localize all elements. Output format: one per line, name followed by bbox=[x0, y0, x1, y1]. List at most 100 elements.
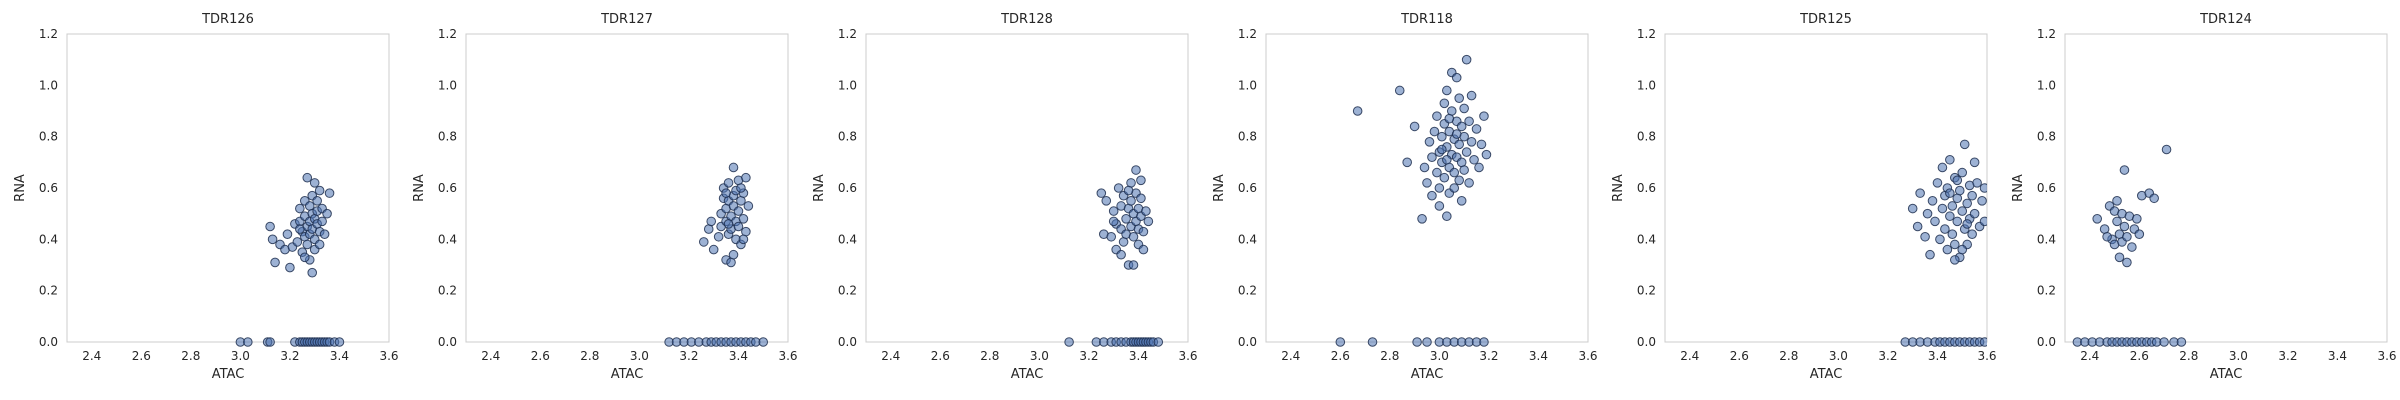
data-point bbox=[299, 252, 310, 263]
y-tick-label: 0.4 bbox=[1238, 232, 1257, 246]
x-tick-label: 3.0 bbox=[1430, 349, 1449, 363]
data-point bbox=[1422, 178, 1432, 188]
data-point bbox=[1930, 216, 1940, 227]
data-point bbox=[302, 172, 313, 183]
data-point bbox=[2092, 214, 2102, 224]
data-point bbox=[1113, 183, 1124, 193]
data-point bbox=[1922, 208, 1933, 219]
chart-title: TDR126 bbox=[201, 12, 254, 27]
x-tick-label: 2.6 bbox=[1730, 349, 1749, 363]
y-tick-label: 0.4 bbox=[838, 232, 857, 246]
data-point bbox=[733, 221, 744, 232]
data-point bbox=[1352, 106, 1363, 116]
x-tick-label: 2.6 bbox=[1331, 349, 1350, 363]
data-point bbox=[1131, 165, 1141, 175]
data-point bbox=[1947, 201, 1958, 211]
data-point bbox=[1959, 139, 1970, 150]
data-point bbox=[1153, 337, 1164, 347]
data-point bbox=[1907, 203, 1918, 214]
y-tick-label: 1.0 bbox=[1637, 78, 1656, 92]
data-point bbox=[708, 244, 719, 255]
x-tick-label: 2.8 bbox=[2179, 349, 2198, 363]
data-point bbox=[1143, 216, 1154, 227]
data-point bbox=[733, 206, 744, 216]
data-point bbox=[698, 237, 709, 247]
data-point bbox=[1106, 231, 1117, 242]
x-tick-label: 2.8 bbox=[980, 349, 999, 363]
data-point bbox=[314, 185, 325, 196]
data-point bbox=[1412, 337, 1422, 347]
data-point bbox=[1451, 129, 1462, 139]
x-tick-label: 3.0 bbox=[2229, 349, 2248, 363]
x-tick-label: 3.2 bbox=[679, 349, 698, 363]
y-tick-label: 0.2 bbox=[1238, 284, 1257, 298]
data-point bbox=[1952, 216, 1963, 227]
x-tick-label: 2.4 bbox=[1281, 349, 1300, 363]
data-point bbox=[2134, 229, 2145, 239]
data-point bbox=[1954, 185, 1965, 196]
data-point bbox=[706, 216, 717, 227]
data-point bbox=[322, 208, 332, 219]
data-point bbox=[1449, 183, 1460, 193]
y-tick-label: 1.2 bbox=[1637, 27, 1656, 41]
data-point bbox=[1972, 178, 1982, 188]
x-tick-label: 3.0 bbox=[231, 349, 250, 363]
data-point bbox=[282, 229, 293, 239]
x-tick-label: 3.4 bbox=[1129, 349, 1148, 363]
data-point bbox=[1464, 178, 1474, 188]
data-point bbox=[1947, 229, 1958, 239]
data-point bbox=[758, 337, 769, 347]
data-point bbox=[2112, 196, 2122, 206]
data-point bbox=[1451, 72, 1462, 83]
data-point bbox=[295, 224, 305, 234]
data-point bbox=[728, 249, 739, 260]
scatter-panel: TDR118 2.4 2.6 2.8 3.0 3.2 3.4 3.6 0.0 0.2 0.4 0.6 0… bbox=[1212, 12, 1598, 382]
data-point bbox=[1417, 214, 1427, 224]
y-tick-label: 0.4 bbox=[1637, 232, 1656, 246]
data-point bbox=[743, 201, 754, 211]
data-point bbox=[738, 214, 749, 224]
y-tick-label: 0.0 bbox=[838, 335, 857, 349]
data-point bbox=[738, 234, 749, 245]
data-point bbox=[728, 162, 739, 173]
data-point bbox=[713, 231, 724, 242]
x-tick-label: 2.6 bbox=[931, 349, 950, 363]
points-group bbox=[235, 172, 345, 347]
x-tick-label: 3.6 bbox=[1178, 349, 1197, 363]
y-tick-label: 0.6 bbox=[39, 181, 58, 195]
points-group bbox=[1335, 54, 1492, 347]
data-point bbox=[1454, 175, 1464, 186]
x-tick-label: 2.6 bbox=[531, 349, 550, 363]
y-tick-label: 0.6 bbox=[438, 181, 457, 195]
data-point bbox=[1979, 337, 1987, 347]
y-tick-label: 1.2 bbox=[438, 27, 457, 41]
y-tick-label: 1.2 bbox=[2037, 27, 2056, 41]
plot-frame bbox=[865, 33, 1189, 343]
y-tick-label: 0.4 bbox=[2037, 232, 2056, 246]
data-point bbox=[265, 337, 275, 347]
y-tick-label: 1.0 bbox=[39, 78, 58, 92]
data-point bbox=[334, 337, 345, 347]
y-tick-label: 0.8 bbox=[39, 130, 58, 144]
data-point bbox=[1136, 193, 1146, 204]
y-tick-label: 0.8 bbox=[2037, 130, 2056, 144]
data-point bbox=[1915, 188, 1925, 198]
x-tick-label: 2.4 bbox=[481, 349, 500, 363]
data-point bbox=[1444, 113, 1455, 124]
data-point bbox=[2122, 231, 2132, 242]
data-point bbox=[1439, 98, 1450, 109]
x-tick-label: 3.4 bbox=[1529, 349, 1548, 363]
data-point bbox=[1977, 196, 1987, 206]
y-tick-label: 0.2 bbox=[2037, 284, 2056, 298]
data-point bbox=[267, 234, 278, 245]
data-point bbox=[1466, 90, 1477, 101]
data-point bbox=[1402, 157, 1412, 168]
x-tick-label: 3.6 bbox=[2377, 349, 2396, 363]
x-tick-label: 3.0 bbox=[1829, 349, 1848, 363]
data-point bbox=[1932, 178, 1943, 188]
data-point bbox=[1935, 234, 1945, 245]
data-point bbox=[1427, 190, 1437, 201]
y-axis-label: RNA bbox=[812, 174, 827, 202]
x-axis-label: ATAC bbox=[611, 367, 644, 382]
x-axis-label: ATAC bbox=[1810, 367, 1843, 382]
